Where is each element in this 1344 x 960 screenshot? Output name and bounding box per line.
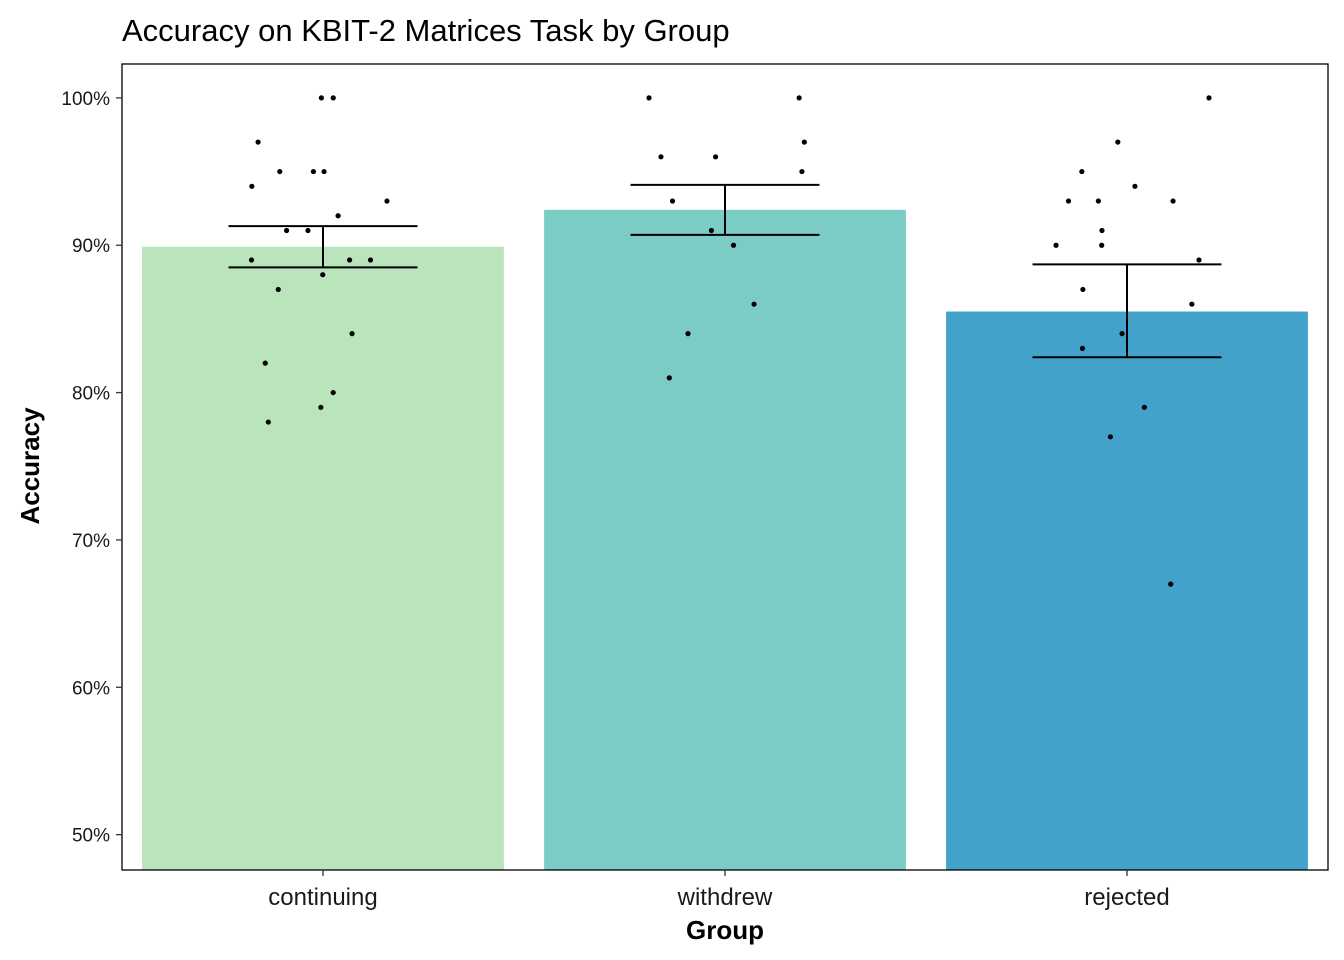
data-point [284,227,290,234]
data-point [1141,404,1147,410]
x-tick-label: withdrew [677,884,773,911]
data-point [712,154,719,160]
data-point [255,139,261,145]
data-point [265,419,271,425]
data-point [1079,345,1086,351]
data-point [310,168,317,175]
data-point [1079,168,1085,175]
data-point [262,360,268,366]
data-point [1099,242,1105,248]
data-point [1132,183,1138,189]
y-tick-label: 100% [61,89,110,110]
data-point [1115,139,1121,145]
data-point [1196,257,1202,263]
error-bar-continuing [228,225,418,269]
x-tick-label: rejected [1084,884,1169,911]
data-point [708,227,714,234]
data-point [1099,227,1105,234]
x-axis-title: Group [686,915,764,945]
y-axis-title: Accuracy [15,407,45,525]
y-tick-label: 60% [72,678,110,699]
data-point [1053,242,1059,248]
data-point [669,198,676,204]
data-point [305,227,311,234]
data-point [275,286,281,293]
data-point [685,331,691,337]
data-point [801,139,807,145]
data-point [1107,434,1114,440]
error-bar-rejected [1032,263,1222,359]
data-point [249,183,255,189]
data-point [330,95,336,101]
y-tick-label: 70% [72,531,110,552]
data-point [1170,198,1176,204]
data-point [349,331,355,337]
y-tick-label: 50% [72,826,110,847]
chart-title: Accuracy on KBIT-2 Matrices Task by Grou… [122,13,730,48]
data-point [1206,95,1212,101]
data-point [1095,198,1101,204]
x-tick-label: continuing [268,884,377,911]
y-tick-label: 90% [72,236,110,257]
data-point [1119,331,1125,337]
data-point [346,257,353,263]
data-point [1168,581,1174,587]
data-point [367,257,374,263]
data-point [318,95,324,101]
data-point [1080,286,1086,293]
bar-rejected [946,311,1308,870]
data-point [320,272,326,278]
bar-continuing [142,246,504,870]
data-point [330,389,336,396]
data-point [318,404,324,410]
data-point [248,257,255,263]
error-bar-withdrew [630,183,820,236]
data-point [1065,198,1072,204]
data-point [658,154,664,160]
data-point [751,301,757,307]
data-point [277,168,283,175]
data-point [730,242,737,248]
data-point [799,168,805,175]
data-point [796,95,802,101]
data-point [666,375,672,381]
bar-withdrew [544,209,906,871]
data-point [335,213,341,219]
plot-area: 50% 60% 70% 80% 90% 100% continuing withdrew rej… [61,63,1329,911]
data-point [321,168,327,175]
data-point [384,198,390,204]
data-point [1189,301,1195,307]
y-tick-label: 80% [72,384,110,405]
data-point [646,95,652,101]
